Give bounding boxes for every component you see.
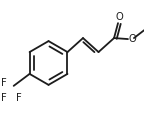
Text: F: F xyxy=(1,78,7,88)
Text: O: O xyxy=(115,12,123,22)
Text: O: O xyxy=(129,34,137,44)
Text: F: F xyxy=(16,93,21,103)
Text: F: F xyxy=(1,93,7,103)
